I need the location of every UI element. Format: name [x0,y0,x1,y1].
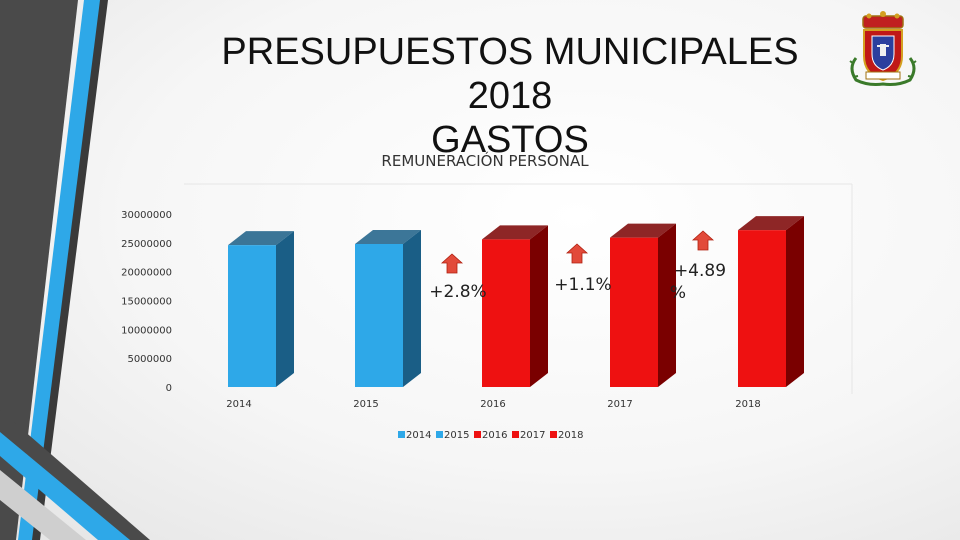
decor-stripe-gray-bottom [0,410,150,540]
x-tick-label: 2016 [480,399,505,410]
bar-top [355,229,421,244]
legend-label: 2015 [444,430,469,441]
bar-side [658,223,676,387]
bar-front [738,230,786,387]
legend-item-2016: 2016 [474,430,507,441]
y-tick-label: 15000000 [121,297,172,308]
slide-title-line2: GASTOS [431,119,589,161]
bar-2014 [228,231,294,387]
bar-side [786,216,804,387]
change-label: +1.1% [554,275,611,295]
legend-swatch [550,431,557,438]
bar-top [738,216,804,231]
chart-legend: 2014 2015 2016 2017 2018 [398,430,583,441]
bar-side [403,229,421,387]
chart-title: REMUNERACIÓN PERSONAL [381,151,589,170]
decor-stripe-light-bottom [0,470,86,540]
decor-stripe-dark-thin [32,0,108,540]
bar-2018 [738,216,804,387]
legend-swatch [474,431,481,438]
y-tick-label: 10000000 [121,325,172,336]
bar-top [610,223,676,238]
legend-item-2018: 2018 [550,430,583,441]
legend-label: 2014 [406,430,431,441]
up-arrow-icon [691,230,715,251]
change-label-line2: % [670,283,686,303]
bar-front [610,237,658,387]
up-arrow-icon [440,253,464,274]
legend-swatch [398,431,405,438]
bar-front [482,239,530,387]
legend-item-2015: 2015 [436,430,469,441]
change-annotation: +1.1% [554,243,612,295]
x-tick-label: 2018 [735,399,760,410]
decor-stripe-gray-left [0,0,78,540]
y-tick-label: 5000000 [127,354,172,365]
up-arrow-icon [565,243,589,264]
bar-side [276,231,294,387]
legend-swatch [512,431,519,438]
y-tick-label: 25000000 [121,239,172,250]
decor-stripe-blue-bottom [0,432,130,540]
legend-label: 2016 [482,430,507,441]
bar-front [228,245,276,387]
x-tick-label: 2014 [226,399,251,410]
bar-2015 [355,229,421,387]
slide-title: PRESUPUESTOS MUNICIPALES 2018 GASTOS [180,30,840,162]
change-label: +4.89 [674,261,726,281]
slide-title-line1: PRESUPUESTOS MUNICIPALES 2018 [221,31,799,117]
x-tick-label: 2017 [607,399,632,410]
decor-stripe-blue-left [18,0,102,540]
bar-2017 [610,223,676,387]
x-tick-label: 2015 [353,399,378,410]
y-tick-label: 20000000 [121,268,172,279]
change-annotation: +4.89% [670,230,726,303]
municipal-coat-of-arms-icon [849,11,917,86]
y-tick-label: 0 [166,383,172,394]
bar-front [355,243,403,387]
x-axis: 2014 2015 2016 2017 2018 [226,399,760,410]
change-label: +2.8% [429,282,486,302]
change-annotation: +2.8% [429,253,487,302]
bar-2016 [482,225,548,387]
y-axis: 30000000 25000000 20000000 15000000 10000000… [121,210,172,394]
legend-label: 2017 [520,430,545,441]
legend-item-2014: 2014 [398,430,431,441]
bar-top [482,225,548,240]
legend-label: 2018 [558,430,583,441]
y-tick-label: 30000000 [121,210,172,221]
bar-series [228,216,804,387]
bar-side [530,225,548,387]
bar-top [228,231,294,246]
change-annotations: +2.8% +1.1% +4.89% [429,230,726,303]
legend-swatch [436,431,443,438]
legend-item-2017: 2017 [512,430,545,441]
